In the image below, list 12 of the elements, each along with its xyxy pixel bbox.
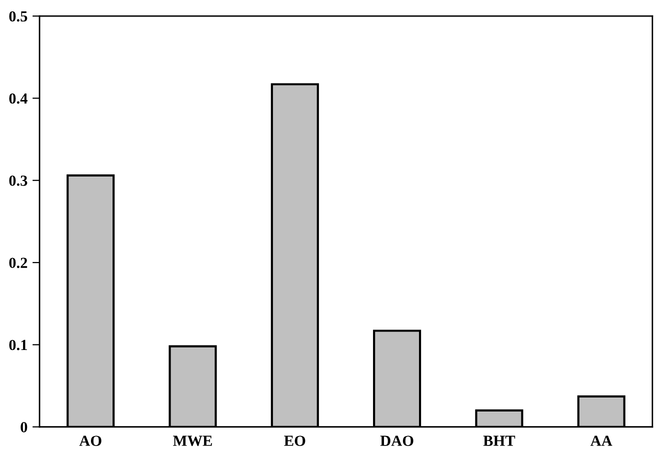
x-tick-label: EO — [284, 436, 306, 446]
x-tick-label: BHT — [483, 436, 516, 446]
y-tick-label: 0.5 — [9, 11, 28, 22]
x-tick-label: DAO — [380, 436, 414, 446]
y-tick-label: 0.3 — [9, 176, 28, 186]
y-tick-label: 0.4 — [9, 93, 28, 104]
x-tick-label: MWE — [173, 436, 212, 446]
y-tick-label: 0 — [20, 422, 28, 432]
y-tick-label: 0.2 — [9, 258, 28, 268]
x-tick-label: AO — [79, 436, 102, 446]
x-tick-label: AA — [590, 436, 612, 446]
y-tick-label: 0.1 — [9, 340, 27, 350]
